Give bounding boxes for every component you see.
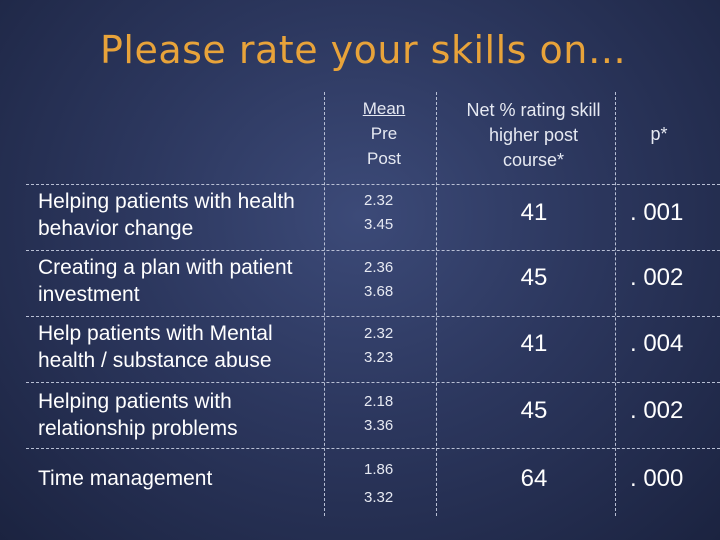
header-mean-line-2: Pre (370, 124, 398, 143)
net-percent-value: 45 (520, 264, 548, 291)
mean-pre-value: 2.32 (364, 192, 394, 209)
row-means: 2.32 3.23 (364, 322, 424, 370)
row-means: 2.32 3.45 (364, 189, 424, 237)
row-divider-3 (26, 316, 720, 317)
p-value: . 004 (630, 330, 684, 357)
header-mean: Mean Pre Post (344, 96, 424, 171)
header-net-line-1: Net % rating skill (466, 100, 601, 120)
row-label: Creating a plan with patient investment (38, 256, 293, 306)
header-p-label: p* (650, 124, 668, 144)
skills-table: Mean Pre Post Net % rating skill higher … (26, 92, 720, 516)
mean-pre-value: 2.36 (364, 259, 394, 276)
p-value: . 001 (630, 199, 684, 226)
row-label: Helping patients with health behavior ch… (38, 190, 295, 240)
header-p: p* (624, 122, 694, 147)
mean-post-value: 3.36 (364, 417, 394, 434)
p-value: . 002 (630, 397, 684, 424)
row-divider-1 (26, 184, 720, 185)
row-label: Time management (38, 467, 213, 490)
net-percent-value: 41 (520, 330, 548, 357)
net-percent-value: 41 (520, 199, 548, 226)
row-divider-4 (26, 382, 720, 383)
column-divider-1 (324, 92, 325, 516)
row-divider-5 (26, 448, 720, 449)
column-divider-2 (436, 92, 437, 516)
mean-pre-value: 2.18 (364, 393, 394, 410)
mean-post-value: 3.68 (364, 283, 394, 300)
row-means: 2.18 3.36 (364, 390, 424, 438)
net-percent-value: 45 (520, 397, 548, 424)
header-net-percent: Net % rating skill higher post course* (446, 98, 621, 173)
header-mean-line-1: Mean (362, 99, 406, 118)
p-value: . 000 (630, 465, 684, 492)
net-percent-value: 64 (520, 465, 548, 492)
row-label: Help patients with Mental health / subst… (38, 322, 273, 372)
mean-post-value: 3.23 (364, 349, 394, 366)
header-net-line-2: higher post (488, 125, 579, 145)
p-value: . 002 (630, 264, 684, 291)
row-divider-2 (26, 250, 720, 251)
mean-post-value: 3.32 (364, 489, 394, 506)
mean-pre-value: 2.32 (364, 325, 394, 342)
row-means: 1.86 3.32 (364, 458, 424, 510)
header-mean-line-3: Post (366, 149, 402, 168)
row-means: 2.36 3.68 (364, 256, 424, 304)
row-label: Helping patients with relationship probl… (38, 390, 238, 440)
mean-post-value: 3.45 (364, 216, 394, 233)
slide-title: Please rate your skills on… (100, 28, 627, 72)
column-divider-3 (615, 92, 616, 516)
header-net-line-3: course* (502, 150, 565, 170)
mean-pre-value: 1.86 (364, 461, 394, 478)
